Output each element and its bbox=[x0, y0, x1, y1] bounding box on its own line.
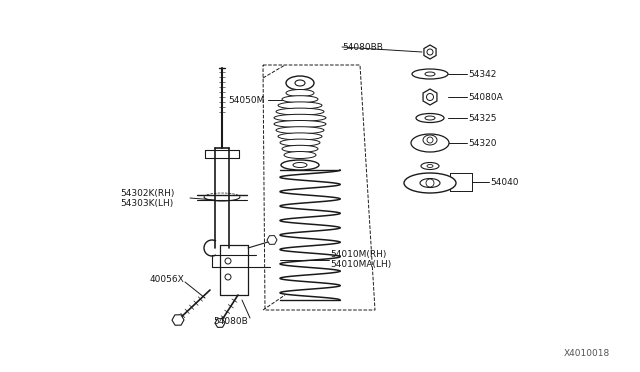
Text: 54080A: 54080A bbox=[468, 93, 503, 102]
Text: 54080B: 54080B bbox=[213, 317, 248, 327]
Circle shape bbox=[427, 137, 433, 143]
Text: 54010M(RH): 54010M(RH) bbox=[330, 250, 387, 260]
Ellipse shape bbox=[276, 108, 324, 115]
Ellipse shape bbox=[423, 135, 437, 145]
Text: 54050M: 54050M bbox=[228, 96, 264, 105]
Text: 54342: 54342 bbox=[468, 70, 497, 78]
Ellipse shape bbox=[411, 134, 449, 152]
Ellipse shape bbox=[282, 145, 318, 152]
Text: 54040: 54040 bbox=[490, 177, 518, 186]
Text: 40056X: 40056X bbox=[150, 276, 185, 285]
Text: 54303K(LH): 54303K(LH) bbox=[120, 199, 173, 208]
Text: 54325: 54325 bbox=[468, 113, 497, 122]
Ellipse shape bbox=[416, 113, 444, 122]
Ellipse shape bbox=[225, 274, 231, 280]
Ellipse shape bbox=[278, 102, 322, 109]
Ellipse shape bbox=[274, 121, 326, 128]
Ellipse shape bbox=[274, 114, 326, 121]
Circle shape bbox=[427, 49, 433, 55]
Ellipse shape bbox=[420, 179, 440, 187]
Ellipse shape bbox=[282, 96, 318, 103]
Ellipse shape bbox=[280, 139, 320, 146]
Ellipse shape bbox=[427, 164, 433, 167]
Text: 54320: 54320 bbox=[468, 138, 497, 148]
Ellipse shape bbox=[412, 69, 448, 79]
Ellipse shape bbox=[225, 258, 231, 264]
Text: 54010MA(LH): 54010MA(LH) bbox=[330, 260, 391, 269]
Ellipse shape bbox=[421, 163, 439, 170]
Text: X4010018: X4010018 bbox=[564, 349, 610, 358]
Circle shape bbox=[426, 179, 434, 187]
Ellipse shape bbox=[281, 160, 319, 170]
Ellipse shape bbox=[278, 133, 322, 140]
Circle shape bbox=[426, 93, 433, 100]
Ellipse shape bbox=[286, 76, 314, 90]
Text: 54302K(RH): 54302K(RH) bbox=[120, 189, 174, 198]
Ellipse shape bbox=[404, 173, 456, 193]
Ellipse shape bbox=[276, 127, 324, 134]
Ellipse shape bbox=[295, 80, 305, 86]
Ellipse shape bbox=[425, 72, 435, 76]
Ellipse shape bbox=[425, 116, 435, 120]
Ellipse shape bbox=[284, 151, 316, 158]
Ellipse shape bbox=[286, 90, 314, 96]
Text: 54080BB: 54080BB bbox=[342, 42, 383, 51]
Ellipse shape bbox=[293, 163, 307, 167]
